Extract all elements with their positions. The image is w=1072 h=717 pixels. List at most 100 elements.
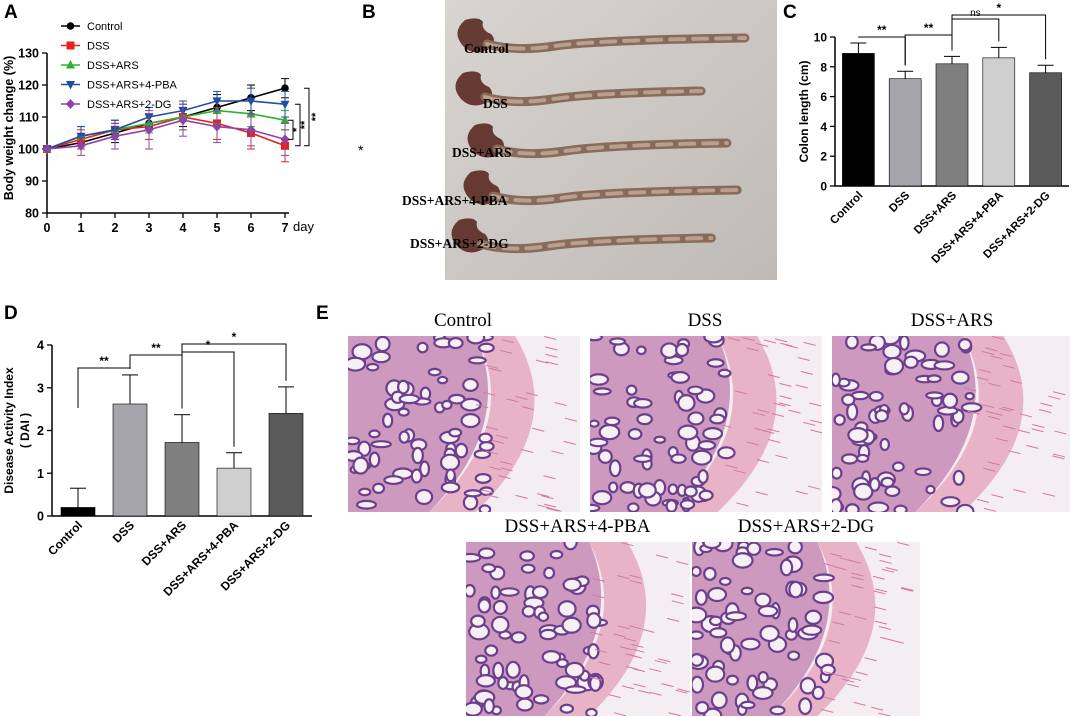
histology-fiber: [544, 336, 557, 340]
histology-crypt: [474, 654, 488, 665]
histology-crypt: [925, 391, 944, 400]
histology-crypt: [411, 446, 424, 465]
histology-dss-ars-2dg: [692, 542, 920, 716]
histology-crypt: [590, 373, 610, 386]
histology-fiber: [632, 668, 646, 673]
histology-fiber: [983, 467, 996, 472]
histology-crypt: [460, 397, 482, 412]
histology-crypt: [739, 700, 756, 710]
histology-fiber: [978, 369, 992, 373]
histology-crypt: [521, 605, 536, 618]
a-legend-marker: [66, 99, 75, 109]
histology-fiber: [535, 359, 549, 364]
histology-fiber: [768, 439, 781, 443]
histology-crypt: [549, 549, 564, 560]
histology-crypt: [633, 397, 653, 409]
histology-crypt: [625, 384, 638, 396]
histology-fiber: [626, 665, 639, 670]
a-y-tick-label: 90: [25, 175, 39, 189]
histology-crypt: [697, 469, 709, 485]
histology-crypt: [556, 658, 569, 669]
c-y-tick-label: 10: [814, 31, 828, 45]
histology-fiber: [590, 631, 603, 636]
histology-crypt: [419, 460, 431, 478]
a-y-label: Body weight change (%): [2, 56, 16, 200]
histology-crypt: [366, 362, 380, 372]
histology-fiber: [1052, 453, 1066, 458]
a-legend-label: Control: [87, 21, 122, 33]
histology-crypt: [561, 616, 582, 634]
histology-crypt: [811, 685, 825, 701]
d-bar: [60, 507, 96, 517]
histology-fiber: [1002, 406, 1015, 411]
histology-fiber: [992, 336, 1005, 340]
histology-fiber: [854, 615, 868, 620]
colon-texture: [483, 89, 704, 104]
a-x-tick-label: 6: [248, 221, 255, 235]
histology-fiber: [1003, 425, 1016, 430]
histology-fiber: [838, 611, 852, 616]
histology-crypt: [703, 336, 724, 344]
histology-crypt: [477, 598, 492, 614]
a-point: [212, 121, 222, 132]
histology-crypt: [833, 413, 846, 426]
histology-crypt: [478, 504, 492, 512]
c-sig-bracket: [904, 34, 953, 66]
histology-dss-ars: [832, 336, 1070, 512]
histology-crypt: [853, 482, 874, 501]
histology-crypt: [635, 345, 647, 356]
histology-fiber: [500, 467, 513, 472]
d-y-tick-label: 2: [37, 424, 44, 438]
histology-crypt: [731, 552, 754, 569]
histology-crypt: [585, 707, 598, 716]
he-label-dss: DSS: [687, 310, 723, 331]
histology-svg: [348, 336, 580, 512]
histology-crypt: [933, 341, 950, 358]
histology-crypt: [460, 413, 481, 429]
histology-fiber: [629, 579, 642, 584]
d-y-label: Disease Activity Index: [2, 367, 16, 494]
histology-crypt: [627, 428, 643, 440]
histology-fiber: [967, 410, 980, 415]
a-sig-bracket: [295, 103, 301, 147]
histology-crypt: [398, 430, 410, 444]
histology-fiber: [779, 382, 792, 387]
a-y-tick-label: 110: [19, 111, 39, 125]
histology-fiber: [617, 625, 630, 630]
histology-fiber: [999, 352, 1012, 357]
histology-crypt: [740, 637, 761, 651]
histology-fiber: [853, 701, 866, 706]
histology-crypt: [490, 615, 510, 634]
d-sig-label: **: [99, 354, 109, 368]
histology-crypt: [481, 563, 497, 574]
histology-crypt: [352, 456, 370, 475]
panel-letter-d: D: [4, 303, 18, 324]
histology-crypt: [608, 459, 622, 478]
histology-crypt: [466, 701, 483, 716]
histology-fiber: [671, 600, 684, 605]
histology-fiber: [631, 643, 644, 648]
histology-fiber: [756, 343, 769, 348]
histology-fiber: [834, 566, 847, 571]
histology-crypt: [832, 466, 843, 480]
histology-crypt: [469, 614, 486, 628]
histology-crypt: [725, 611, 748, 622]
histology-fiber: [546, 507, 559, 512]
histology-fiber: [545, 361, 558, 366]
histology-fiber: [767, 428, 780, 433]
histology-control: [348, 336, 580, 512]
histology-crypt: [898, 402, 910, 416]
histology-fiber: [851, 572, 864, 577]
histology-fiber: [746, 347, 759, 352]
c-bar: [842, 53, 875, 187]
a-x-tick-label: 3: [146, 221, 153, 235]
histology-fiber: [879, 559, 892, 564]
histology-crypt: [397, 407, 410, 417]
histology-crypt: [769, 705, 786, 716]
histology-fiber: [809, 419, 822, 424]
he-label-dss-ars-2dg: DSS+ARS+2-DG: [737, 516, 875, 537]
histology-crypt: [787, 650, 801, 661]
histology-fiber: [1019, 413, 1033, 418]
d-category-label: Control: [45, 518, 85, 558]
histology-crypt: [740, 586, 754, 596]
